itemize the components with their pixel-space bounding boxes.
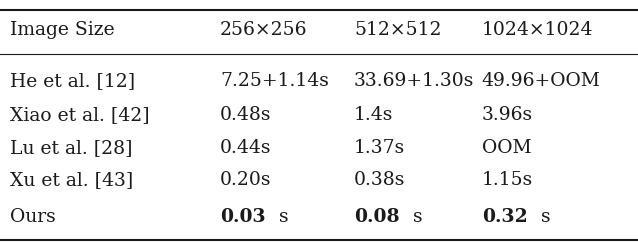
Text: Ours: Ours bbox=[10, 208, 56, 226]
Text: 49.96+OOM: 49.96+OOM bbox=[482, 72, 600, 90]
Text: Image Size: Image Size bbox=[10, 21, 114, 39]
Text: Xu et al. [43]: Xu et al. [43] bbox=[10, 171, 133, 189]
Text: 1024×1024: 1024×1024 bbox=[482, 21, 593, 39]
Text: 7.25+1.14s: 7.25+1.14s bbox=[220, 72, 329, 90]
Text: 1.15s: 1.15s bbox=[482, 171, 533, 189]
Text: 0.44s: 0.44s bbox=[220, 139, 272, 157]
Text: 1.4s: 1.4s bbox=[354, 106, 394, 124]
Text: 256×256: 256×256 bbox=[220, 21, 308, 39]
Text: 0.48s: 0.48s bbox=[220, 106, 272, 124]
Text: 0.38s: 0.38s bbox=[354, 171, 406, 189]
Text: s: s bbox=[279, 208, 288, 226]
Text: OOM: OOM bbox=[482, 139, 531, 157]
Text: 1.37s: 1.37s bbox=[354, 139, 405, 157]
Text: 512×512: 512×512 bbox=[354, 21, 441, 39]
Text: 0.32: 0.32 bbox=[482, 208, 528, 226]
Text: 0.08: 0.08 bbox=[354, 208, 400, 226]
Text: 0.20s: 0.20s bbox=[220, 171, 272, 189]
Text: s: s bbox=[413, 208, 422, 226]
Text: 33.69+1.30s: 33.69+1.30s bbox=[354, 72, 475, 90]
Text: 3.96s: 3.96s bbox=[482, 106, 533, 124]
Text: s: s bbox=[540, 208, 550, 226]
Text: Xiao et al. [42]: Xiao et al. [42] bbox=[10, 106, 149, 124]
Text: He et al. [12]: He et al. [12] bbox=[10, 72, 135, 90]
Text: 0.03: 0.03 bbox=[220, 208, 266, 226]
Text: Lu et al. [28]: Lu et al. [28] bbox=[10, 139, 132, 157]
